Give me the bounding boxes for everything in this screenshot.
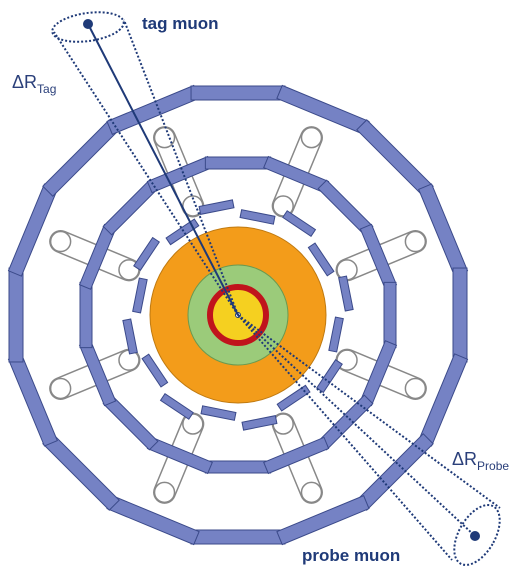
inner-segment <box>241 415 278 431</box>
outer-ring-segment <box>190 529 286 545</box>
outer-ring-segment <box>42 433 120 511</box>
symbol: ΔR <box>452 449 477 469</box>
spoke-end <box>404 230 427 253</box>
inner-segment <box>282 210 317 238</box>
subscript: Probe <box>477 459 509 473</box>
inner-segment <box>198 199 235 215</box>
outer-ring-segment <box>418 183 469 277</box>
probe-muon-point <box>470 531 480 541</box>
inner-segment <box>328 316 344 353</box>
middle-ring-segment <box>204 460 272 474</box>
inner-segment <box>165 218 200 246</box>
muon-tracks <box>51 11 501 566</box>
outer-ring-segment <box>7 353 58 447</box>
outer-ring-segment <box>356 433 434 511</box>
tag-muon-track <box>87 23 239 316</box>
delta-r-probe: ΔRProbe <box>452 449 509 473</box>
tag-cone-edge <box>53 31 239 316</box>
outer-ring-segment <box>8 267 24 363</box>
outer-ring-segment <box>42 119 120 197</box>
inner-segment <box>200 405 237 421</box>
middle-ring-segment <box>263 436 330 475</box>
spoke-end <box>153 481 176 504</box>
symbol: ΔR <box>12 72 37 92</box>
outer-ring-segment <box>106 495 200 546</box>
outer-ring-segment <box>276 495 370 546</box>
detector <box>7 84 469 546</box>
middle-ring-segment <box>204 156 272 170</box>
outer-ring-segment <box>356 119 434 197</box>
delta-r-tag: ΔRTag <box>12 72 56 96</box>
inner-segment <box>276 384 311 412</box>
outer-ring-segment <box>418 353 469 447</box>
spoke-end <box>300 481 323 504</box>
tag-cone-ellipse <box>51 11 125 43</box>
inner-segment <box>133 236 161 271</box>
outer-ring-segment <box>452 267 468 363</box>
outer-ring-segment <box>7 183 58 277</box>
inner-segment <box>307 242 335 277</box>
middle-ring-segment <box>102 179 159 236</box>
spoke-end <box>404 377 427 400</box>
spoke-end <box>153 126 176 149</box>
spoke-end <box>49 377 72 400</box>
middle-ring-segment <box>383 281 397 349</box>
subscript: Tag <box>37 82 56 96</box>
inner-segment <box>132 277 148 314</box>
inner-segment <box>141 353 169 388</box>
spoke-end <box>49 230 72 253</box>
probe-cone-ellipse <box>453 504 501 566</box>
inner-segment <box>159 392 194 420</box>
inner-segment <box>315 359 343 394</box>
inner-segment <box>122 318 138 355</box>
inner-segment <box>239 209 276 225</box>
probe-muon-label: probe muon <box>302 546 400 565</box>
outer-ring-segment <box>190 85 286 101</box>
tag-muon-label: tag muon <box>142 14 219 33</box>
middle-ring-segment <box>102 394 159 451</box>
outer-ring-segment <box>276 84 370 135</box>
middle-ring-segment <box>317 179 374 236</box>
spoke-end <box>300 126 323 149</box>
middle-ring-segment <box>317 394 374 451</box>
tag-cone-edge <box>123 19 239 316</box>
tag-muon-point <box>83 19 93 29</box>
inner-segment <box>338 275 354 312</box>
middle-ring-segment <box>79 281 93 349</box>
